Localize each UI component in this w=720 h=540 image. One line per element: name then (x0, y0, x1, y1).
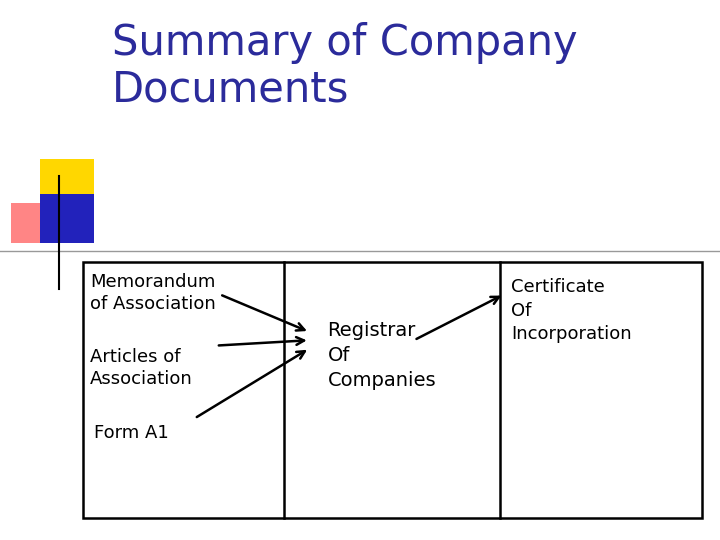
Text: Articles of
Association: Articles of Association (90, 348, 193, 388)
Bar (11, 202, 61, 243)
Text: Summary of Company
Documents: Summary of Company Documents (112, 22, 577, 111)
Text: Certificate
Of
Incorporation: Certificate Of Incorporation (511, 278, 632, 343)
Bar (40, 159, 94, 200)
Bar (40, 194, 94, 243)
Text: Form A1: Form A1 (94, 424, 168, 442)
Text: Memorandum
of Association: Memorandum of Association (90, 273, 216, 313)
Text: Registrar
Of
Companies: Registrar Of Companies (328, 321, 436, 390)
Bar (83, 262, 702, 518)
